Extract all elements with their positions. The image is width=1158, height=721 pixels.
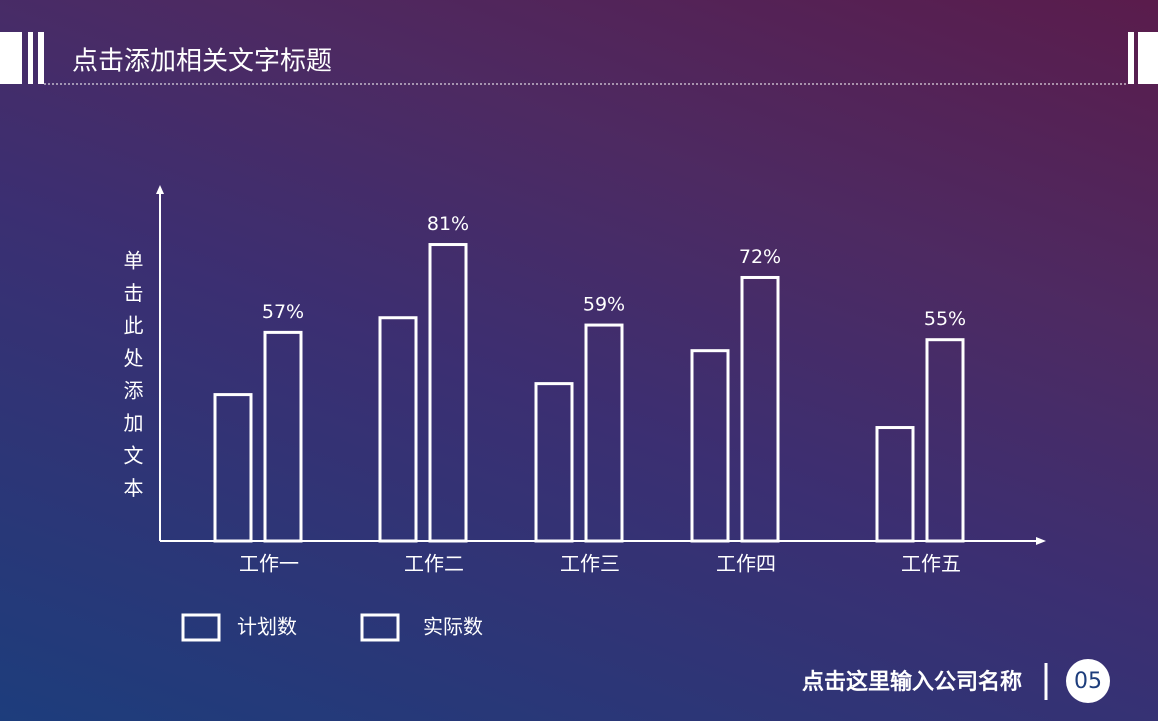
- legend-swatch: [360, 613, 400, 642]
- bar: [428, 243, 468, 543]
- legend-label: 计划数: [237, 615, 297, 639]
- data-label: 57%: [262, 301, 304, 323]
- legend-swatch: [181, 613, 221, 642]
- page-number: 05: [1074, 669, 1102, 694]
- bar: [378, 316, 418, 543]
- bar: [875, 426, 915, 543]
- x-tick-label: 工作四: [716, 552, 776, 576]
- data-label: 55%: [924, 308, 966, 330]
- header-block: [0, 32, 22, 84]
- axis-arrow: [1036, 537, 1046, 545]
- legend-label: 实际数: [423, 615, 483, 639]
- x-tick-label: 工作一: [239, 552, 299, 576]
- axis-arrow: [156, 185, 164, 194]
- x-tick-label: 工作五: [901, 552, 961, 576]
- bar: [584, 323, 624, 543]
- header-bar: [1128, 32, 1134, 84]
- bar: [925, 338, 965, 543]
- x-tick-label: 工作三: [560, 552, 620, 576]
- company-name: 点击这里输入公司名称: [802, 669, 1022, 695]
- bar: [534, 382, 574, 543]
- header-block: [1138, 32, 1158, 84]
- x-tick-label: 工作二: [404, 552, 464, 576]
- data-label: 59%: [583, 294, 625, 316]
- page-badge: [1066, 659, 1110, 703]
- slide-title: 点击添加相关文字标题: [72, 47, 332, 77]
- bar: [690, 349, 730, 543]
- bar: [213, 393, 253, 543]
- header-bar: [38, 32, 44, 84]
- y-axis-label: 单击此处添加文本: [120, 250, 144, 510]
- bar: [740, 275, 780, 543]
- bar: [263, 330, 303, 543]
- data-label: 72%: [739, 246, 781, 268]
- header-bar: [28, 32, 33, 84]
- data-label: 81%: [427, 213, 469, 235]
